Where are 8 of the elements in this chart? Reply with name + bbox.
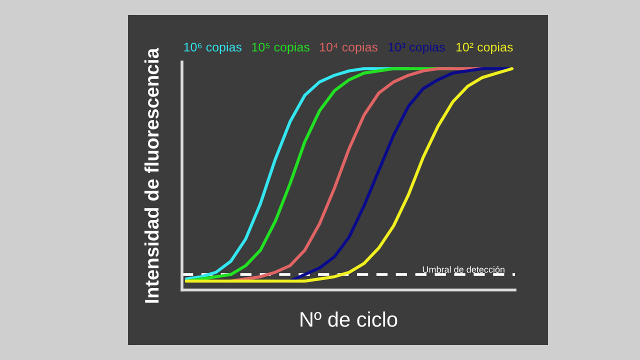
text: 10⁶ copias [184, 42, 242, 54]
series-label: 10³ copias [388, 42, 445, 54]
y-axis-title: Intensidad de fluorescencia [144, 48, 159, 303]
x-axis-title: Nº de ciclo [300, 312, 398, 327]
ref-line-label: Umbral de detección [422, 266, 504, 273]
series-label: 10² copias [456, 42, 513, 54]
text: 10⁵ copias [252, 42, 310, 54]
text: 10⁴ copias [320, 42, 378, 54]
